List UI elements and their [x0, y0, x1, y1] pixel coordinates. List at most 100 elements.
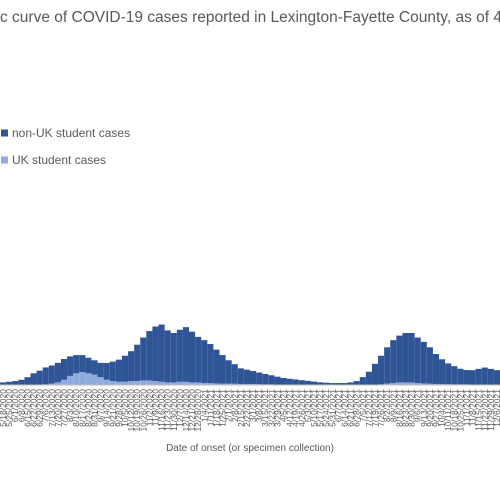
bar-segment: [384, 347, 391, 384]
bar-segment: [286, 378, 293, 385]
bar-segment: [237, 383, 244, 385]
bar-segment: [115, 381, 122, 385]
x-tick-label: 11/16/2020: [157, 389, 167, 431]
bar-segment: [402, 333, 409, 383]
bar-segment: [54, 382, 61, 385]
bar-segment: [408, 382, 415, 385]
bar-segment: [268, 375, 275, 385]
bar-segment: [67, 375, 74, 385]
bar-segment: [493, 370, 500, 385]
bar-segment: [243, 383, 250, 385]
x-tick-label: 5/24/2021: [321, 389, 331, 427]
bar-segment: [176, 329, 183, 382]
x-tick-label: 12/7/2020: [175, 389, 185, 427]
x-tick-label: 4/5/2021: [279, 389, 289, 422]
bar-segment: [219, 355, 226, 384]
x-tick-label: 11/23/2020: [163, 389, 173, 431]
x-tick-label: 10/4/2021: [437, 389, 447, 427]
bar-segment: [256, 372, 263, 385]
bar-segment: [402, 382, 409, 385]
bar-segment: [207, 344, 214, 384]
x-tick-label: 11/15/2021: [474, 389, 484, 431]
bar-segment: [79, 355, 86, 372]
x-tick-label: 11/29/2021: [486, 389, 496, 431]
x-tick-label: 10/25/2021: [455, 389, 465, 432]
bar-segment: [146, 331, 153, 381]
bar-segment: [317, 382, 324, 385]
bar-segment: [225, 383, 232, 385]
bar-segment: [414, 337, 421, 384]
bar-segment: [36, 370, 43, 385]
bar-segment: [48, 383, 55, 385]
bar-segment: [109, 361, 116, 382]
bar-segment: [219, 383, 226, 385]
bar-segment: [42, 367, 49, 385]
x-tick-label: 2/15/2021: [236, 389, 246, 427]
x-tick-label: 3/22/2021: [266, 389, 276, 427]
bar-segment: [457, 368, 464, 385]
bar-segment: [347, 382, 354, 385]
bar-segment: [121, 355, 129, 382]
x-tick-label: 1/25/2021: [218, 389, 228, 427]
bar-segment: [481, 367, 488, 385]
x-tick-label: 1/11/2021: [205, 389, 215, 426]
bar-segment: [310, 381, 318, 385]
bar-segment: [231, 383, 238, 385]
bar-segment: [67, 356, 74, 376]
x-tick-label: 10/5/2020: [120, 389, 130, 427]
bar-segment: [109, 381, 116, 385]
bar-segment: [60, 379, 68, 385]
bar-segment: [323, 382, 330, 385]
x-tick-label: 9/28/2020: [114, 389, 124, 427]
bar-segment: [341, 383, 348, 385]
x-tick-label: 7/20/2020: [53, 389, 63, 427]
x-tick-label: 6/7/2021: [333, 389, 343, 422]
bar-segment: [231, 364, 238, 384]
legend-label: UK student cases: [12, 153, 106, 167]
bar-segment: [73, 373, 80, 385]
x-tick-label: 11/9/2020: [150, 389, 160, 426]
x-tick-label: 3/1/2021: [248, 389, 258, 422]
bar-segment: [170, 333, 177, 383]
bar-segment: [475, 368, 482, 385]
x-tick-label: 9/21/2020: [108, 389, 118, 427]
bar-segment: [237, 368, 244, 384]
bar-segment: [182, 327, 190, 382]
bar-segment: [164, 382, 171, 385]
legend-swatch: [1, 156, 8, 164]
bar-segment: [439, 383, 446, 385]
bar-segment: [201, 340, 208, 384]
bar-segment: [426, 347, 433, 384]
bar-segment: [115, 359, 122, 382]
x-tick-label: 9/7/2020: [96, 389, 106, 422]
bar-segment: [134, 381, 141, 385]
x-tick-label: 4/19/2021: [291, 389, 301, 427]
bar-segment: [195, 336, 202, 383]
bar-segment: [182, 381, 190, 385]
bar-segment: [79, 372, 86, 385]
bar-segment: [30, 373, 37, 385]
x-tick-label: 6/29/2020: [35, 389, 45, 427]
x-tick-label: 11/2/2020: [144, 389, 154, 426]
bar-segment: [329, 383, 336, 385]
x-tick-label: 8/17/2020: [77, 389, 87, 427]
bar-segment: [6, 381, 13, 385]
bar-segment: [12, 381, 19, 385]
bar-segment: [463, 370, 470, 385]
chart-title: c curve of COVID-19 cases reported in Le…: [0, 9, 500, 26]
bar-segment: [85, 373, 92, 385]
bar-segment: [158, 381, 165, 385]
bar-segment: [426, 383, 433, 385]
bar-segment: [378, 355, 385, 385]
bar-segment: [250, 370, 257, 384]
bar-segment: [18, 379, 25, 385]
bar-segment: [451, 366, 458, 385]
x-tick-label: 6/1/2020: [10, 389, 20, 422]
bar-segment: [85, 357, 92, 374]
x-tick-label: 12/21/2020: [187, 389, 197, 432]
bar-segment: [97, 377, 104, 385]
bar-segment: [170, 382, 177, 385]
bar-segment: [103, 362, 110, 380]
legend-swatch: [1, 129, 8, 137]
x-tick-label: 7/5/2021: [358, 389, 368, 422]
